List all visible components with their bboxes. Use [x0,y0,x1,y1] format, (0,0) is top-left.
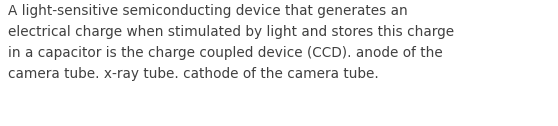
Text: A light-sensitive semiconducting device that generates an
electrical charge when: A light-sensitive semiconducting device … [8,4,455,81]
